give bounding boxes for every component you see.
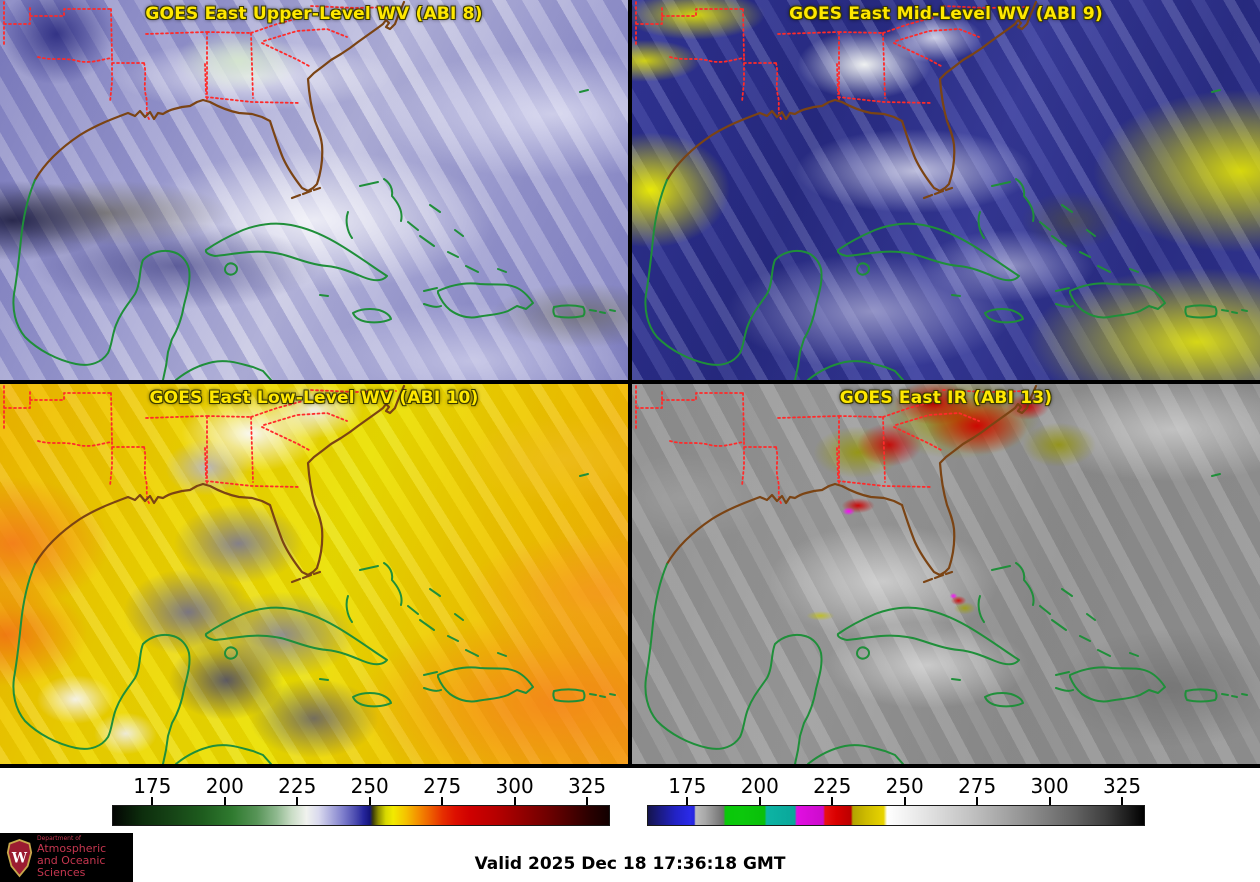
- uw-crest-icon: W: [6, 838, 33, 877]
- basemap-overlay: [2, 0, 617, 380]
- valid-timestamp: Valid 2025 Dec 18 17:36:18 GMT: [474, 854, 786, 874]
- wv-colorbar-labels: 175 200 225 250 275 300 325: [112, 774, 610, 798]
- colorbar-tick-label: 300: [1030, 774, 1069, 798]
- colorbar-tick: [223, 797, 226, 805]
- colorbar-tick: [151, 797, 154, 805]
- colorbar-tick: [758, 797, 761, 805]
- colorbar-tick: [296, 797, 299, 805]
- colorbar-tick: [903, 797, 906, 805]
- colorbar-tick: [976, 797, 979, 805]
- svg-text:W: W: [11, 850, 28, 866]
- wv-colorbar: 175 200 225 250 275 300 325: [112, 774, 610, 834]
- panel-title: GOES East Low-Level WV (ABI 10): [149, 388, 479, 408]
- wv-colorbar-ticks: [112, 797, 610, 805]
- basemap-overlay: [634, 0, 1249, 380]
- ir-colorbar: 175 200 225 250 275 300 325: [647, 774, 1145, 834]
- ir-colorbar-gradient: [647, 805, 1145, 826]
- colorbar-tick: [513, 797, 516, 805]
- wv-colorbar-gradient: [112, 805, 610, 826]
- panel-mid-level-wv: GOES East Mid-Level WV (ABI 9): [632, 0, 1260, 380]
- colorbar-tick-label: 275: [958, 774, 997, 798]
- colorbar-tick-label: 275: [423, 774, 462, 798]
- panel-title: GOES East Mid-Level WV (ABI 9): [789, 4, 1103, 24]
- colorbar-tick: [686, 797, 689, 805]
- ir-colorbar-labels: 175 200 225 250 275 300 325: [647, 774, 1145, 798]
- colorbar-tick: [1121, 797, 1124, 805]
- legend-strip: 175 200 225 250 275 300 325 17: [0, 768, 1260, 882]
- colorbar-tick-label: 250: [350, 774, 389, 798]
- colorbar-tick-label: 325: [567, 774, 607, 798]
- panel-title: GOES East Upper-Level WV (ABI 8): [145, 4, 483, 24]
- logo-line-oceanic: and Oceanic Sciences: [37, 853, 106, 879]
- colorbar-tick-label: 325: [1102, 774, 1142, 798]
- colorbar-tick-label: 300: [495, 774, 534, 798]
- colorbar-tick: [441, 797, 444, 805]
- colorbar-tick: [831, 797, 834, 805]
- basemap-overlay: [2, 384, 617, 764]
- colorbar-tick-label: 225: [278, 774, 317, 798]
- colorbar-tick-label: 200: [205, 774, 244, 798]
- panel-upper-level-wv: GOES East Upper-Level WV (ABI 8): [0, 0, 628, 380]
- logo-line-department: Department of: [37, 835, 81, 843]
- colorbar-tick-label: 250: [885, 774, 924, 798]
- colorbar-tick-label: 175: [133, 774, 172, 798]
- colorbar-tick: [586, 797, 589, 805]
- basemap-overlay: [634, 384, 1249, 764]
- ir-colorbar-ticks: [647, 797, 1145, 805]
- panel-ir: GOES East IR (ABI 13): [632, 384, 1260, 764]
- panel-low-level-wv: GOES East Low-Level WV (ABI 10): [0, 384, 628, 764]
- colorbar-tick-label: 200: [740, 774, 779, 798]
- colorbar-tick: [1048, 797, 1051, 805]
- uw-aos-logo-text: Department of Atmospheric and Oceanic Sc…: [37, 835, 133, 879]
- satellite-panel-grid: GOES East Upper-Level WV (ABI 8) GOES Ea…: [0, 0, 1260, 768]
- panel-title: GOES East IR (ABI 13): [839, 388, 1053, 408]
- uw-aos-logo: W Department of Atmospheric and Oceanic …: [0, 833, 133, 882]
- colorbar-tick: [368, 797, 371, 805]
- colorbar-tick-label: 175: [668, 774, 707, 798]
- logo-line-atmospheric: Atmospheric: [37, 841, 107, 855]
- colorbar-tick-label: 225: [813, 774, 852, 798]
